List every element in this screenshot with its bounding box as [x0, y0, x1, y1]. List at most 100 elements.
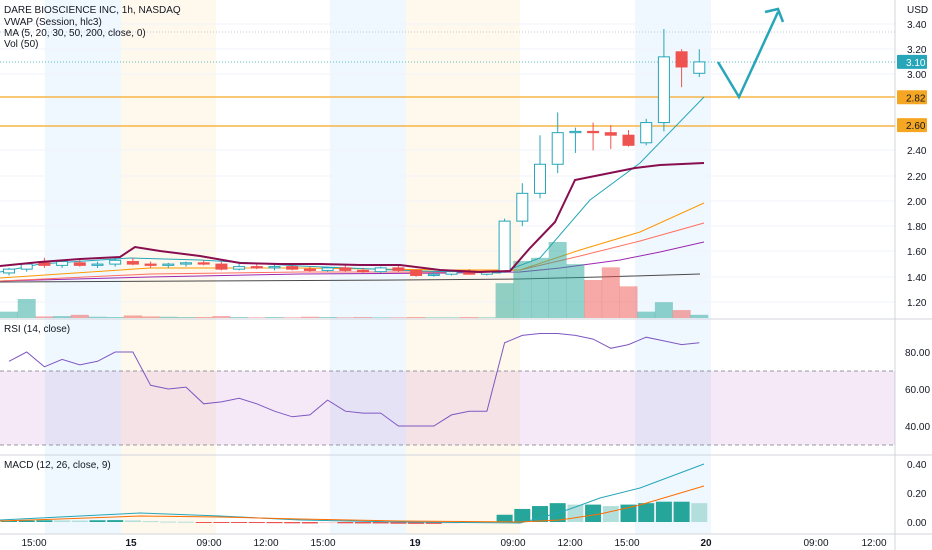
macd-bar — [638, 503, 655, 522]
volume-bar — [531, 257, 549, 318]
time-axis[interactable]: 15:00 15 09:00 12:00 15:00 19 09:00 12:00 15:00 2… — [21, 538, 886, 549]
volume-bar — [318, 317, 337, 318]
macd-line — [0, 463, 705, 524]
candle — [357, 267, 369, 273]
macd-tick-label: 0.00 — [907, 518, 927, 529]
candle — [516, 183, 529, 227]
price-tick-label: 1.40 — [907, 273, 927, 284]
ma-line-20 — [0, 202, 705, 279]
time-tick-label: 15:00 — [614, 538, 639, 549]
price-badge — [897, 118, 927, 133]
candle — [498, 218, 511, 273]
macd-bar — [36, 520, 53, 522]
macd-bar — [425, 522, 442, 524]
candle — [250, 264, 263, 270]
candle — [622, 130, 635, 147]
volume-bar — [70, 314, 89, 318]
macd-bar — [496, 514, 513, 522]
volume-bar — [230, 317, 249, 318]
currency-label: USD — [907, 5, 928, 16]
macd-legend: MACD (12, 26, close, 9) — [4, 460, 111, 471]
candle — [427, 271, 440, 277]
volume-bar — [584, 280, 603, 318]
candle — [56, 260, 69, 268]
macd-bar — [71, 520, 88, 522]
volume-bar — [601, 267, 620, 318]
price-tick-label: 3.20 — [907, 45, 927, 56]
rsi-band — [0, 371, 895, 445]
volume-bar — [35, 316, 54, 318]
candle — [73, 259, 86, 267]
volume-bar — [300, 316, 319, 318]
price-axis[interactable]: 3.40 3.20 3.00 2.40 2.20 2.00 1.80 1.60 1.40 1.20… — [905, 20, 930, 529]
volume-bar — [17, 299, 36, 318]
rsi-legend: RSI (14, close) — [4, 324, 70, 335]
macd-bar — [337, 522, 354, 524]
macd-tick-label: 0.40 — [907, 460, 927, 471]
session-band — [635, 0, 711, 534]
volume-bar — [495, 283, 514, 318]
volume-bar — [477, 317, 496, 318]
session-band — [45, 0, 121, 534]
session-band — [330, 0, 406, 534]
volume-bar — [336, 317, 355, 318]
macd-bar — [266, 522, 283, 524]
macd-bar — [231, 522, 248, 523]
volume-bar — [566, 264, 585, 318]
time-tick-label: 09:00 — [196, 538, 221, 549]
volume-bar — [460, 317, 479, 318]
volume-bar — [53, 316, 72, 318]
volume-bar — [442, 317, 461, 318]
price-badge-label: 2.60 — [906, 121, 926, 132]
macd-bar — [514, 508, 531, 522]
time-tick-label: 12:00 — [253, 538, 278, 549]
macd-signal-line — [0, 485, 705, 523]
price-tick-label: 1.80 — [907, 222, 927, 233]
volume-bar — [247, 317, 266, 318]
candle — [374, 266, 387, 273]
volume-bar — [619, 286, 638, 318]
time-tick-label: 12:00 — [861, 538, 886, 549]
price-badge-label: 2.82 — [906, 93, 926, 104]
macd-bar — [124, 520, 141, 522]
volume-bar — [424, 317, 443, 318]
macd-bar — [213, 522, 230, 523]
candle — [569, 127, 582, 153]
volume-bar — [654, 302, 673, 318]
vwap-line — [0, 162, 705, 274]
candle — [268, 264, 281, 271]
volume-bar — [690, 314, 709, 318]
candle — [392, 265, 405, 272]
candle — [534, 135, 546, 199]
projection-arrow — [716, 7, 785, 100]
price-tick-label: 2.00 — [907, 197, 927, 208]
macd-bar — [372, 522, 389, 524]
volume-bar — [88, 316, 107, 318]
chart-title: DARE BIOSCIENCE INC, 1h, NASDAQ — [4, 5, 181, 16]
price-badge — [897, 54, 927, 69]
macd-bar — [89, 520, 106, 522]
macd-bar — [585, 504, 602, 522]
rsi-tick-label: 40.00 — [905, 422, 930, 433]
candle — [197, 260, 210, 266]
price-badges: 3.10 2.82 2.60 — [897, 54, 927, 133]
volume-bar — [0, 311, 18, 318]
price-tick-label: 1.20 — [907, 298, 927, 309]
macd-bar — [54, 520, 71, 522]
macd-bar — [390, 522, 407, 524]
volume-bar — [159, 316, 178, 318]
volume-bar — [177, 317, 195, 318]
candle — [286, 265, 299, 271]
time-tick-label: 09:00 — [500, 538, 525, 549]
volume-bars — [0, 242, 709, 318]
candle — [551, 112, 564, 174]
macd-bar — [532, 506, 548, 522]
macd-bar — [18, 520, 35, 522]
macd-bar — [142, 521, 159, 523]
time-tick-label: 15 — [125, 538, 137, 549]
candle — [126, 257, 139, 266]
price-tick-label: 2.40 — [907, 146, 927, 157]
ma-legend: MA (5, 20, 30, 50, 200, close, 0) — [4, 28, 146, 39]
price-tick-label: 3.40 — [907, 20, 927, 31]
